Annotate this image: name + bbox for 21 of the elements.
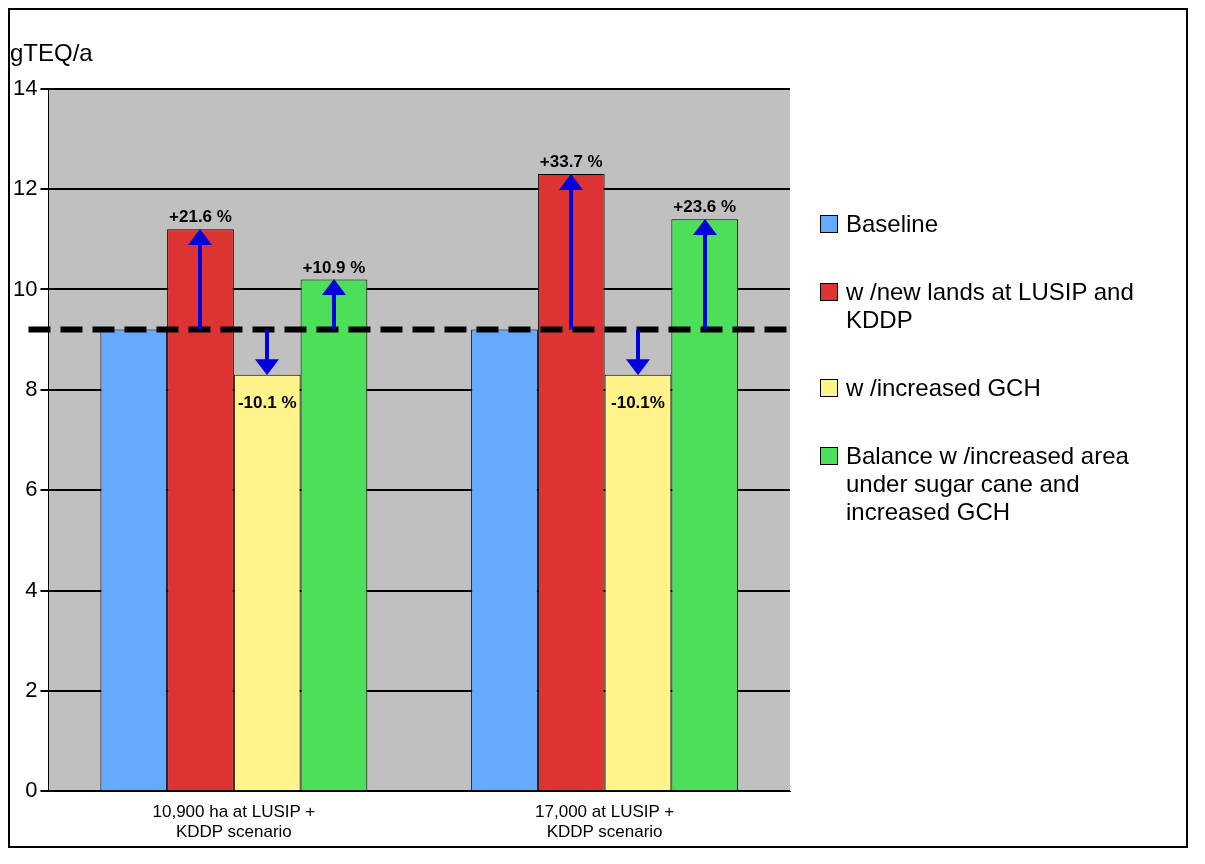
annotation: +23.6 %	[673, 197, 737, 217]
legend-label: w /new lands at LUSIP and KDDP	[846, 278, 1135, 334]
annotation: +10.9 %	[302, 257, 366, 277]
y-tick-label: 14	[12, 74, 38, 100]
y-tick-label: 6	[25, 476, 38, 502]
annotation: +21.6 %	[169, 207, 232, 227]
annotation: +33.7 %	[539, 152, 603, 172]
annotation: -10.1%	[611, 392, 665, 412]
legend-label: w /increased GCH	[846, 374, 1041, 402]
y-tick-label: 0	[25, 777, 38, 803]
y-tick-label: 4	[25, 576, 38, 602]
annotation: -10.1 %	[237, 392, 297, 412]
y-tick-label: 12	[12, 175, 38, 201]
legend-label: Balance w /increased area under sugar cane and increased GCH	[846, 442, 1130, 526]
x-tick-label: 10,900 ha at LUSIP + KDDP scenario	[152, 802, 316, 842]
legend-label: Baseline	[846, 210, 939, 238]
y-axis-title: gTEQ/a	[10, 39, 94, 67]
x-tick-label: 17,000 at LUSIP + KDDP scenario	[535, 802, 675, 842]
y-tick-label: 10	[12, 275, 38, 301]
y-tick-label: 2	[25, 676, 38, 702]
y-tick-label: 8	[25, 375, 38, 401]
